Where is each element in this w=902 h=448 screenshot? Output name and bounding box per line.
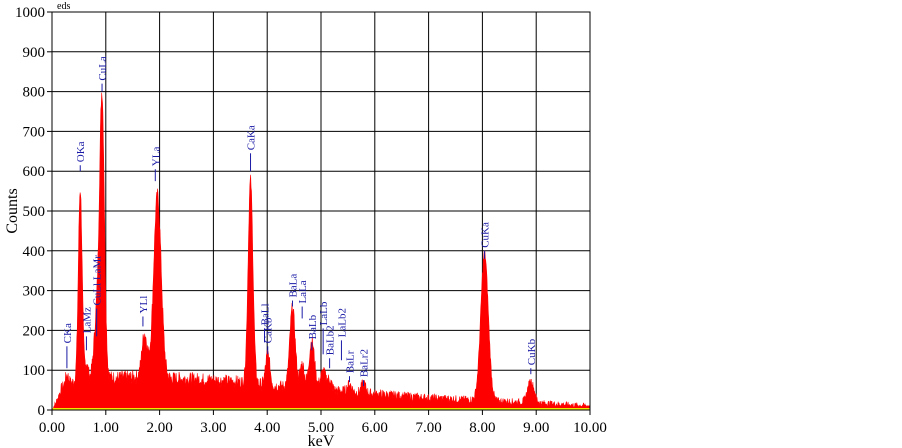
peak-label: CaKa [246,125,258,150]
y-tick-label: 200 [23,323,46,339]
peak-label: LaMz [81,307,93,333]
x-tick-label: 4.00 [254,420,280,436]
peak-label: BaLb2 [325,325,337,355]
peak-label: LaLb2 [336,308,348,337]
peak-label: CuKb [526,338,538,365]
y-tick-label: 800 [23,85,46,101]
x-tick-label: 8.00 [469,420,495,436]
peak-label: LaLa [297,280,309,303]
peak-label: YLa [150,147,162,167]
x-tick-label: 1.00 [93,420,119,436]
peak-label: BaLl [260,303,272,325]
peak-label: CaKb [263,317,275,343]
y-tick-label: 100 [23,363,46,379]
peak-label: CuKa [480,222,492,248]
peak-label: CKa [62,323,74,343]
y-tick-label: 900 [23,45,46,61]
peak-label: CuLl LaMr [92,255,104,306]
peak-label: CuLa [97,56,109,81]
peak-label: BaLr [345,350,357,373]
y-tick-label: 1000 [15,5,45,21]
y-axis-ticks: 0 100 200 300 400 500 600 700 800 900 1000 [15,5,52,419]
y-tick-label: 400 [23,244,46,260]
y-axis-title: Counts [4,188,21,233]
spectrum-layer [51,92,591,411]
spectrum-series [51,92,591,411]
peak-label: BaLr2 [359,349,371,377]
x-tick-label: 2.00 [146,420,172,436]
peak-label: BaLb [307,314,319,339]
unit-label: eds [57,1,70,12]
peak-label: YLl [138,296,150,314]
x-tick-label: 5.00 [308,420,334,436]
peak-label: LaLb [318,301,330,325]
x-tick-label: 0.00 [39,420,65,436]
x-axis-ticks: 0.00 1.00 2.00 3.00 4.00 5.00 6.00 7.00 8.00 9.00… [39,410,607,436]
peak-label: BaLa [287,274,299,298]
grid-lines [52,12,590,410]
y-tick-label: 700 [23,124,46,140]
y-tick-label: 300 [23,284,46,300]
x-tick-label: 3.00 [200,420,226,436]
peak-label: OKa [75,141,87,162]
x-tick-label: 6.00 [362,420,388,436]
x-axis-title: keV [308,433,335,448]
x-tick-label: 10.00 [573,420,607,436]
x-tick-label: 9.00 [523,420,549,436]
y-tick-label: 600 [23,164,46,180]
y-tick-label: 0 [38,403,46,419]
y-tick-label: 500 [23,204,46,220]
x-tick-label: 7.00 [415,420,441,436]
